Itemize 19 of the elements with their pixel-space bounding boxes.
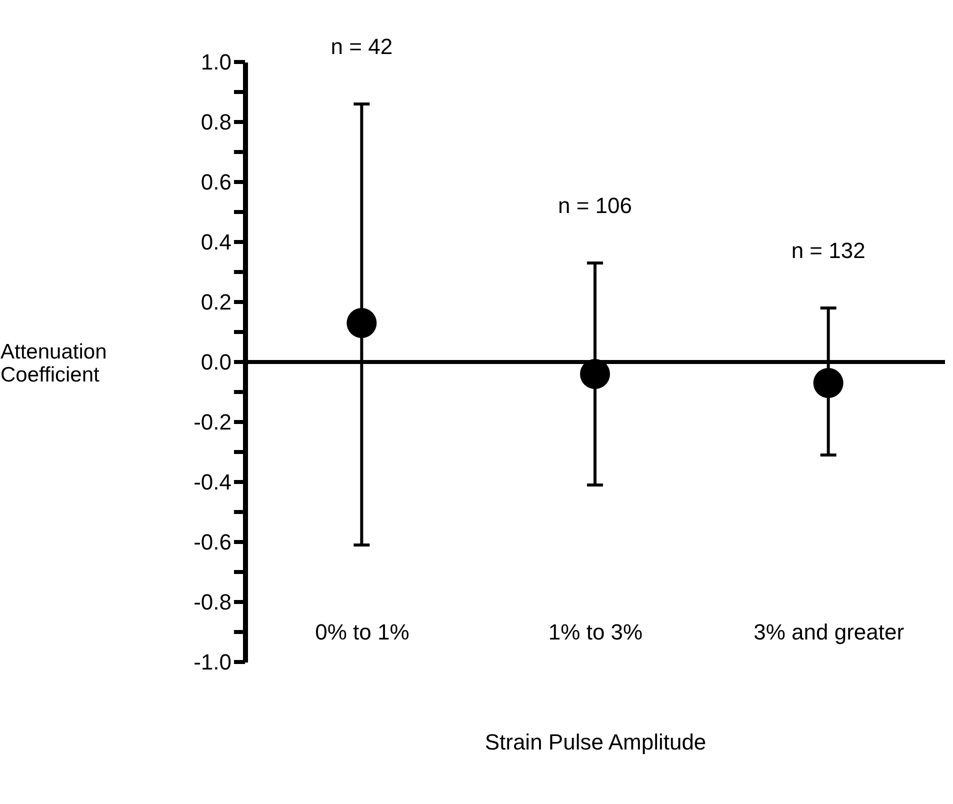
annotation: n = 132 [791,238,866,263]
y-axis-title: Attenuation Coefficient [0,340,107,386]
x-tick-label: 1% to 3% [548,620,643,644]
y-tick-label: -0.4 [194,470,232,494]
y-tick-label: -0.6 [194,530,232,554]
annotation: n = 106 [558,193,632,218]
y-tick-label: 0.4 [200,230,232,254]
x-tick-label: 0% to 1% [315,620,410,644]
y-tick-label: 0.0 [200,350,232,374]
y-tick-label: 0.6 [200,170,232,194]
y-tick-label: -0.8 [194,590,232,614]
y-tick-label: 1.0 [200,50,232,74]
y-tick-label: -0.2 [194,410,232,434]
y-tick-label: 0.2 [200,290,232,314]
text: n = 42 [330,34,393,59]
x-tick-label: 3% and greater [754,620,904,644]
x-axis-title: Strain Pulse Amplitude [484,730,706,754]
y-tick-label: -1.0 [194,650,232,674]
y-tick-label: 0.8 [200,110,232,134]
